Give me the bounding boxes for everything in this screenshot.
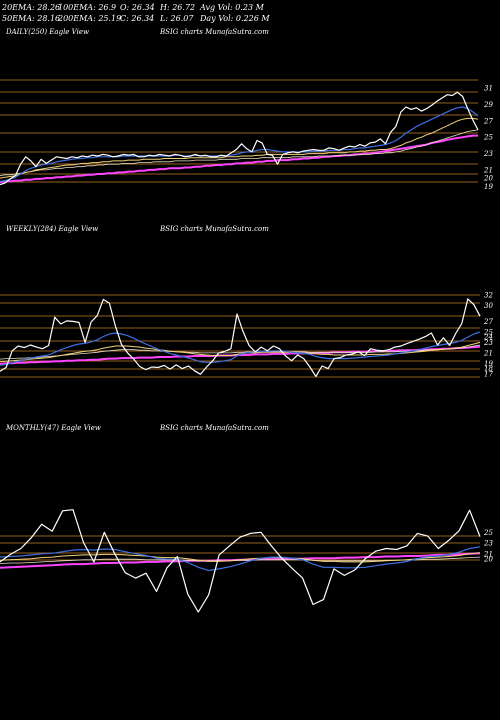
header-ema20: 20EMA: 28.26 <box>2 3 61 12</box>
header-ema100: 100EMA: 26.9 <box>58 3 117 12</box>
price-line <box>0 91 479 186</box>
ema200-line <box>0 134 478 184</box>
header-ema200: 200EMA: 25.19 <box>58 14 122 23</box>
y-tick-label: 30 <box>484 302 493 310</box>
panel-watermark: BSIG charts MunafaSutra.com <box>159 28 269 36</box>
header-day-vol: Day Vol: 0.226 M <box>200 14 270 23</box>
y-tick-label: 23 <box>483 150 493 158</box>
panel-watermark: BSIG charts MunafaSutra.com <box>159 424 269 432</box>
y-tick-label: 31 <box>484 85 493 93</box>
y-tick-label: 27 <box>483 117 493 125</box>
header-open: O: 26.34 <box>120 3 155 12</box>
ema20-line <box>0 546 481 572</box>
y-tick-label: 21 <box>483 166 493 174</box>
y-tick-label: 32 <box>484 292 493 300</box>
y-tick-label: 25 <box>483 529 493 537</box>
ema100-line <box>0 129 479 176</box>
ema20-line <box>0 106 479 182</box>
y-tick-label: 29 <box>483 101 493 109</box>
y-tick-label: 19 <box>484 360 493 368</box>
ema100-line <box>0 344 481 360</box>
y-tick-label: 23 <box>483 339 493 347</box>
y-tick-label: 20 <box>483 556 493 564</box>
y-tick-label: 20 <box>483 175 493 183</box>
y-tick-label: 21 <box>483 550 493 558</box>
y-tick-label: 24 <box>483 334 493 342</box>
panel-title: MONTHLY(47) Eagle View <box>5 424 101 432</box>
price-line <box>0 298 481 377</box>
header-ema50: 50EMA: 28.16 <box>2 14 61 23</box>
panel-title: DAILY(250) Eagle View <box>5 28 89 36</box>
price-line <box>0 509 481 613</box>
y-tick-label: 23 <box>483 540 493 548</box>
y-tick-label: 18 <box>484 365 493 373</box>
header-avg-vol: Avg Vol: 0.23 M <box>200 3 264 12</box>
panel-title: WEEKLY(284) Eagle View <box>6 225 98 233</box>
y-tick-label: 27 <box>483 318 493 326</box>
panel-watermark: BSIG charts MunafaSutra.com <box>159 225 269 233</box>
header-low: L: 26.07 <box>160 14 194 23</box>
y-tick-label: 19 <box>484 183 493 191</box>
ema50-line <box>0 117 479 179</box>
y-tick-label: 17 <box>484 370 493 378</box>
y-tick-label: 21 <box>483 349 493 357</box>
y-tick-label: 25 <box>483 134 493 142</box>
y-tick-label: 25 <box>483 328 493 336</box>
ema50-line <box>0 552 481 563</box>
header-close: C: 26.34 <box>120 14 155 23</box>
header-high: H: 26.72 <box>160 3 196 12</box>
ema20-line <box>0 331 481 366</box>
